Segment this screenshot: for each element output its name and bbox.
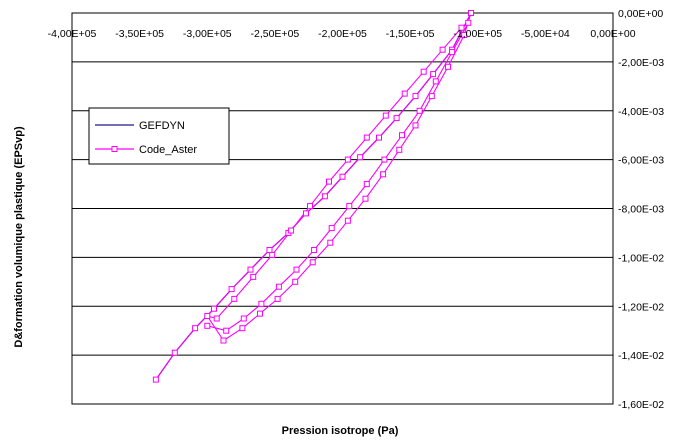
series-code-aster-point <box>152 376 159 383</box>
x-tick-label: -2,50E+05 <box>251 28 300 40</box>
series-layer <box>152 10 474 383</box>
y-tick-label: -2,00E-03 <box>618 57 664 69</box>
series-code-aster-point <box>363 181 370 188</box>
series-code-aster-point <box>204 322 211 329</box>
y-tick-label: -1,20E-02 <box>618 301 664 313</box>
x-tick-label: -3,00E+05 <box>183 28 232 40</box>
x-tick-label: 0,00E+00 <box>590 28 635 40</box>
series-code-aster-point <box>309 259 316 266</box>
series-code-aster-point <box>328 225 335 232</box>
series-code-aster-point <box>240 315 247 322</box>
x-tick-label: -2,00E+05 <box>318 28 367 40</box>
series-code-aster-point <box>465 19 472 26</box>
legend-marker-code-aster <box>111 146 118 152</box>
series-code-aster-point <box>412 122 419 129</box>
series-code-aster-point <box>192 325 199 332</box>
series-code-aster-point <box>292 278 299 285</box>
y-axis-tick-labels: 0,00E+00 -2,00E-03 -4,00E-03 -6,00E-03 -8,00… <box>618 8 664 411</box>
series-code-aster-point <box>339 173 346 180</box>
series-code-aster-point <box>396 146 403 153</box>
y-tick-label: -8,00E-03 <box>618 204 664 216</box>
x-tick-label: -3,50E+05 <box>115 28 164 40</box>
y-tick-label: -4,00E-03 <box>618 106 664 118</box>
series-code-aster-point <box>428 93 435 100</box>
series-code-aster-point <box>288 227 295 234</box>
series-code-aster-point <box>439 46 446 53</box>
y-tick-label: -1,60E-02 <box>618 399 664 411</box>
legend: GEFDYN Code_Aster <box>88 107 230 165</box>
y-axis-title: D&formation volumique plastique (EPSvp) <box>13 126 25 348</box>
series-code-aster-point <box>223 327 230 334</box>
series-code-aster-point <box>311 247 318 253</box>
x-axis-tick-labels: -4,00E+05 -3,50E+05 -3,00E+05 -2,50E+05 -2,0… <box>48 28 636 40</box>
series-code-aster-point <box>363 134 370 141</box>
series-code-aster-point <box>380 171 387 178</box>
series-code-aster-point <box>220 337 227 344</box>
series-code-aster-point <box>420 68 427 75</box>
series-code-aster-point <box>211 305 217 312</box>
series-code-aster-point <box>381 156 388 163</box>
series-code-aster-point <box>412 93 419 100</box>
series-code-aster-point <box>362 195 369 202</box>
series-code-aster-point <box>257 310 263 317</box>
series-code-aster-point <box>445 63 451 70</box>
series-code-aster-point <box>432 78 439 85</box>
series-code-aster-point <box>239 325 246 332</box>
series-code-aster-point <box>393 115 400 122</box>
series-code-aster-line <box>155 12 472 380</box>
series-code-aster-point <box>231 295 238 302</box>
series-code-aster-point <box>344 156 351 163</box>
series-code-aster-point <box>346 203 353 210</box>
series-code-aster-point <box>258 300 265 307</box>
legend-label-code-aster: Code_Aster <box>139 144 197 156</box>
series-code-aster-point <box>274 295 281 302</box>
series-code-aster-point <box>275 283 282 290</box>
series-code-aster-point <box>204 313 211 319</box>
series-code-aster-point <box>468 10 474 16</box>
series-code-aster-point <box>399 132 405 139</box>
series-code-aster-point <box>376 134 382 141</box>
series-code-aster-point <box>269 251 276 258</box>
series-code-aster-point <box>250 273 257 280</box>
series-code-aster-point <box>247 266 254 273</box>
series-code-aster-point <box>171 349 178 356</box>
y-tick-label: -1,40E-02 <box>618 350 664 362</box>
series-code-aster-point <box>401 90 408 97</box>
x-tick-label: -5,00E+04 <box>521 28 570 40</box>
legend-box <box>88 107 230 165</box>
series-code-aster-point <box>416 107 423 114</box>
series-code-aster-point <box>228 286 235 293</box>
series-code-aster-point <box>293 266 300 273</box>
series-code-aster-point <box>382 112 389 119</box>
series-code-aster-point <box>458 24 465 31</box>
y-tick-label: 0,00E+00 <box>618 8 663 20</box>
x-tick-label: -1,00E+05 <box>453 28 502 40</box>
y-tick-label: -1,00E-02 <box>618 252 664 264</box>
series-code-aster-point <box>307 203 313 210</box>
series-code-aster-point <box>430 71 437 78</box>
series-code-aster-point <box>326 178 332 185</box>
legend-label-gefdyn: GEFDYN <box>139 120 185 132</box>
x-tick-label: -4,00E+05 <box>48 28 97 40</box>
series-code-aster-point <box>213 315 220 322</box>
series-code-aster-point <box>327 239 334 246</box>
plot-area <box>71 12 614 405</box>
series-code-aster-point <box>461 32 468 38</box>
series-code-aster-point <box>321 193 328 200</box>
y-tick-label: -6,00E-03 <box>618 155 664 167</box>
series-code-aster-point <box>266 247 273 253</box>
series-code-aster-point <box>357 154 364 161</box>
series-code-aster-point <box>344 217 351 224</box>
x-tick-label: -1,50E+05 <box>386 28 435 40</box>
series-code-aster-point <box>449 49 456 56</box>
series-code-aster-point <box>303 210 309 217</box>
x-axis-title: Pression isotrope (Pa) <box>282 425 399 437</box>
